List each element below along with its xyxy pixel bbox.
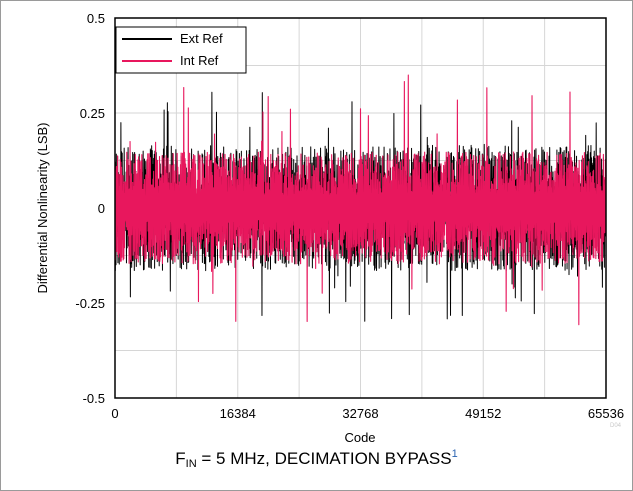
caption-text: = 5 MHz, DECIMATION BYPASS <box>196 449 452 468</box>
figure-id: D04 <box>610 423 622 429</box>
figure-caption: FIN = 5 MHz, DECIMATION BYPASS1 <box>0 448 633 470</box>
y-tick-label: 0.5 <box>87 11 105 26</box>
tick-labels: 0 16384 32768 49152 65536 0.5 0.25 0 -0.25 -0.5 <box>75 11 624 421</box>
y-tick-label: 0 <box>98 201 105 216</box>
x-tick-label: 32768 <box>342 406 378 421</box>
series-layer <box>114 74 607 326</box>
caption-subscript: IN <box>185 458 197 470</box>
legend-label-ext-ref: Ext Ref <box>180 31 223 46</box>
caption-footnote: 1 <box>451 448 458 460</box>
y-tick-label: 0.25 <box>80 106 105 121</box>
x-tick-label: 65536 <box>588 406 624 421</box>
legend-box <box>115 26 247 74</box>
x-tick-label: 0 <box>111 406 118 421</box>
legend: Ext Ref Int Ref <box>115 26 247 74</box>
y-tick-label: -0.5 <box>83 391 105 406</box>
x-axis-label: Code <box>344 430 375 445</box>
legend-label-int-ref: Int Ref <box>180 53 219 68</box>
x-tick-label: 49152 <box>465 406 501 421</box>
y-tick-label: -0.25 <box>75 296 105 311</box>
caption-prefix: F <box>175 449 186 468</box>
series-int-ref <box>114 74 607 326</box>
plot-area <box>114 17 607 399</box>
x-tick-label: 16384 <box>220 406 256 421</box>
y-axis-label: Differential Nonlinearity (LSB) <box>35 123 50 294</box>
